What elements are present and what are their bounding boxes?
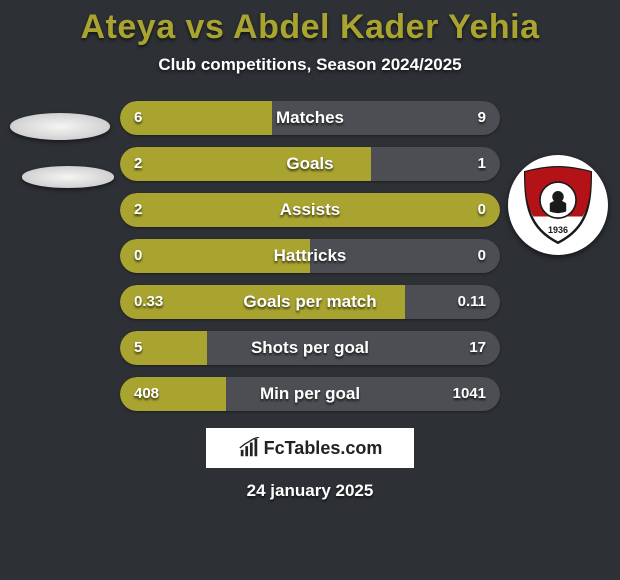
chart-icon: [238, 437, 260, 459]
stat-bars: 69Matches 21Goals 20Assists 00Hattricks 0.33…: [120, 99, 500, 411]
stat-bar-left: [120, 239, 310, 273]
stat-bar-left: [120, 193, 500, 227]
stat-row: 69Matches: [120, 101, 500, 135]
stat-row: 4081041Min per goal: [120, 377, 500, 411]
brand-text: FcTables.com: [264, 438, 383, 459]
stat-bar-right: [310, 239, 500, 273]
player1-avatar-1: [10, 99, 110, 154]
stat-row: 517Shots per goal: [120, 331, 500, 365]
stat-row: 21Goals: [120, 147, 500, 181]
stat-bar-right: [226, 377, 500, 411]
crest-year: 1936: [548, 225, 568, 235]
crest-icon: 1936: [517, 164, 599, 246]
page-title: Ateya vs Abdel Kader Yehia: [0, 0, 620, 47]
brand-attribution[interactable]: FcTables.com: [205, 427, 415, 469]
generation-date: 24 january 2025: [0, 481, 620, 501]
stat-bar-left: [120, 377, 226, 411]
stat-bar-right: [272, 101, 500, 135]
stat-bar-right: [207, 331, 500, 365]
stat-bar-right: [405, 285, 500, 319]
player2-club-crest: 1936: [508, 155, 608, 255]
player1-avatar-2: [22, 155, 114, 199]
page-subtitle: Club competitions, Season 2024/2025: [0, 55, 620, 75]
stat-row: 20Assists: [120, 193, 500, 227]
comparison-stage: 1936 69Matches 21Goals 20Assists 00Hattrick…: [0, 99, 620, 411]
stat-bar-right: [371, 147, 500, 181]
stat-row: 00Hattricks: [120, 239, 500, 273]
stat-row: 0.330.11Goals per match: [120, 285, 500, 319]
stat-bar-left: [120, 101, 272, 135]
stat-bar-left: [120, 331, 207, 365]
stat-bar-left: [120, 285, 405, 319]
stat-bar-left: [120, 147, 371, 181]
